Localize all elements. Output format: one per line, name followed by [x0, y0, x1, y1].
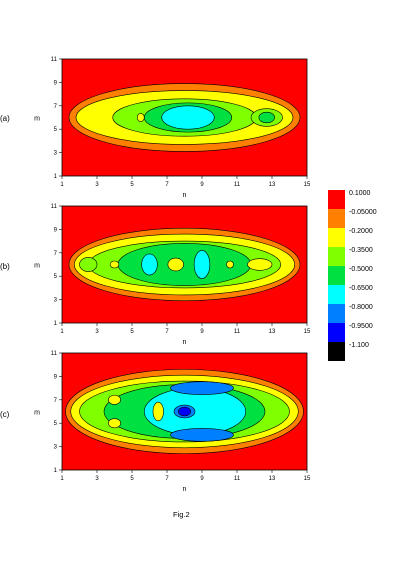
plot-frame	[61, 352, 308, 471]
plot-frame	[61, 58, 308, 177]
x-tick-label: 5	[130, 182, 134, 188]
colorbar-swatch	[328, 228, 345, 247]
y-tick-label: 11	[51, 57, 58, 63]
colorbar-level-label: -1.100	[349, 342, 369, 349]
contour-band	[226, 260, 234, 269]
x-tick-label: 11	[234, 329, 241, 335]
colorbar-swatch	[328, 190, 345, 209]
x-axis-label: n	[183, 339, 187, 346]
x-tick-label: 15	[304, 182, 311, 188]
x-tick-label: 5	[130, 476, 134, 482]
colorbar-swatch	[328, 342, 345, 361]
contour-band	[161, 105, 215, 130]
y-tick-label: 3	[54, 445, 58, 451]
y-tick-label: 5	[54, 421, 58, 427]
x-tick-label: 7	[165, 182, 169, 188]
contour-band	[152, 401, 164, 422]
colorbar-legend: 0.1000 -0.05000 -0.2000 -0.3500 -0.5000 -0.65…	[328, 190, 377, 361]
contour-band	[170, 428, 234, 442]
y-tick-label: 1	[54, 468, 58, 474]
colorbar-swatch	[328, 285, 345, 304]
colorbar-level-label: -0.6500	[349, 285, 373, 292]
y-tick-label: 5	[54, 127, 58, 133]
contour-band	[193, 250, 211, 279]
colorbar-level-label: 0.1000	[349, 190, 371, 197]
x-tick-label: 3	[95, 476, 99, 482]
x-tick-label: 9	[200, 476, 204, 482]
panel-label: (a)	[0, 114, 10, 123]
contour-band	[108, 394, 121, 405]
y-axis-label: m	[34, 116, 40, 123]
contour-band	[109, 260, 120, 269]
y-tick-label: 1	[54, 321, 58, 327]
colorbar-level-label: -0.9500	[349, 323, 373, 330]
y-tick-label: 9	[54, 374, 58, 380]
y-tick-label: 7	[54, 398, 58, 404]
panel-label: (b)	[0, 262, 10, 271]
figure-caption: Fig.2	[173, 510, 190, 519]
x-tick-label: 13	[269, 329, 276, 335]
contour-band	[136, 113, 145, 122]
contour-band	[258, 111, 275, 124]
x-axis-label: n	[183, 192, 187, 199]
x-tick-label: 5	[130, 329, 134, 335]
y-tick-label: 7	[54, 251, 58, 257]
colorbar-level-label: -0.05000	[349, 209, 377, 216]
y-axis-label: m	[34, 410, 40, 417]
contour-band	[79, 257, 98, 272]
contour-band	[178, 406, 191, 417]
x-tick-label: 3	[95, 182, 99, 188]
y-tick-label: 9	[54, 227, 58, 233]
y-tick-label: 5	[54, 274, 58, 280]
contour-band	[141, 253, 158, 276]
y-tick-label: 1	[54, 174, 58, 180]
x-tick-label: 15	[304, 329, 311, 335]
x-tick-label: 7	[165, 476, 169, 482]
plot-frame	[61, 205, 308, 324]
x-tick-label: 9	[200, 329, 204, 335]
colorbar-swatch	[328, 209, 345, 228]
x-tick-label: 1	[60, 329, 64, 335]
x-tick-label: 9	[200, 182, 204, 188]
contour-band	[167, 257, 184, 272]
colorbar-level-label: -0.2000	[349, 228, 373, 235]
contour-band	[170, 381, 234, 395]
colorbar-level-label: -0.5000	[349, 266, 373, 273]
contour-band	[247, 258, 273, 271]
colorbar-level-label: -0.3500	[349, 247, 373, 254]
colorbar-swatch	[328, 304, 345, 323]
panel-label: (c)	[0, 410, 10, 419]
colorbar-swatch	[328, 323, 345, 342]
y-tick-label: 9	[54, 80, 58, 86]
x-tick-label: 7	[165, 329, 169, 335]
x-tick-label: 3	[95, 329, 99, 335]
y-tick-label: 7	[54, 104, 58, 110]
x-tick-label: 11	[234, 182, 241, 188]
colorbar-swatch	[328, 247, 345, 266]
y-tick-label: 11	[51, 204, 58, 210]
y-tick-label: 3	[54, 298, 58, 304]
x-axis-label: n	[183, 486, 187, 493]
x-tick-label: 1	[60, 476, 64, 482]
x-tick-label: 1	[60, 182, 64, 188]
y-axis-label: m	[34, 263, 40, 270]
x-tick-label: 15	[304, 476, 311, 482]
y-tick-label: 3	[54, 151, 58, 157]
colorbar-swatch	[328, 266, 345, 285]
contour-band	[108, 418, 121, 429]
x-tick-label: 13	[269, 182, 276, 188]
x-tick-label: 13	[269, 476, 276, 482]
y-tick-label: 11	[51, 351, 58, 357]
colorbar-level-label: -0.8000	[349, 304, 373, 311]
x-tick-label: 11	[234, 476, 241, 482]
